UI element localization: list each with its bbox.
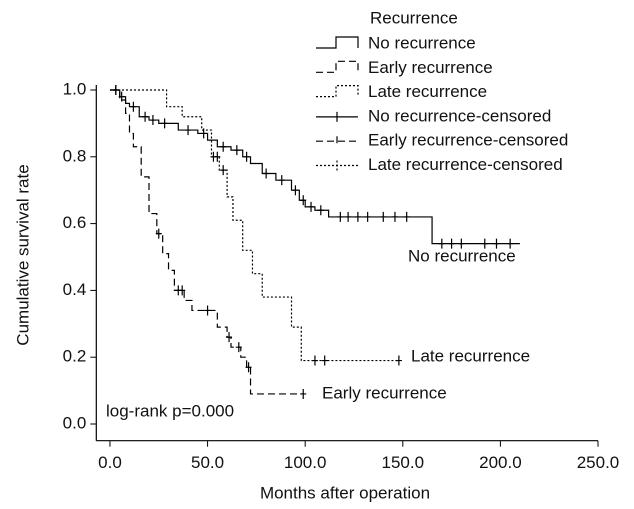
legend-label: Late recurrence xyxy=(368,82,487,101)
censor-mark xyxy=(395,355,402,366)
legend-label: Late recurrence-censored xyxy=(368,155,563,174)
x-tick-label: 100.0 xyxy=(284,453,327,472)
censor-mark xyxy=(149,115,156,126)
censor-mark xyxy=(300,388,307,399)
annotation: Late recurrence xyxy=(411,346,530,365)
censor-mark xyxy=(226,332,233,343)
censor-mark xyxy=(220,141,227,152)
censor-mark xyxy=(438,238,445,249)
censor-mark xyxy=(321,355,328,366)
censor-mark xyxy=(403,211,410,222)
censor-mark xyxy=(235,342,242,353)
censor-mark xyxy=(311,355,318,366)
censor-mark xyxy=(112,85,119,95)
y-tick-label: 0.2 xyxy=(63,347,87,366)
censor-mark xyxy=(493,238,500,249)
legend-swatch xyxy=(316,60,359,73)
annotation: log-rank p=0.000 xyxy=(106,401,234,420)
legend-swatch xyxy=(316,160,358,171)
censor-mark xyxy=(507,238,514,249)
censor-mark xyxy=(292,185,299,196)
y-axis-label: Cumulative survival rate xyxy=(13,164,32,345)
censor-mark xyxy=(300,195,307,206)
survival-curve xyxy=(109,89,304,395)
censor-mark xyxy=(243,151,250,162)
legend-swatch xyxy=(316,111,358,122)
annotation: No recurrence xyxy=(408,246,516,265)
censor-mark xyxy=(458,238,465,249)
censor-mark xyxy=(345,211,352,222)
x-axis-label: Months after operation xyxy=(260,483,430,502)
censor-mark xyxy=(220,165,227,176)
censor-mark xyxy=(118,91,125,102)
censor-mark xyxy=(380,211,387,222)
x-tick-label: 0.0 xyxy=(98,453,122,472)
censor-mark xyxy=(161,118,168,129)
censor-mark xyxy=(354,211,361,222)
censor-mark xyxy=(204,305,211,316)
censor-mark xyxy=(448,238,455,249)
censor-mark xyxy=(391,211,398,222)
annotation: Early recurrence xyxy=(322,383,447,402)
censor-mark xyxy=(337,211,344,222)
legend-title: Recurrence xyxy=(370,8,458,27)
censor-mark xyxy=(278,175,285,186)
censor-mark xyxy=(179,285,186,296)
censor-mark xyxy=(263,168,270,179)
legend-swatch xyxy=(316,136,358,147)
y-tick-label: 0.6 xyxy=(63,213,87,232)
x-tick-label: 150.0 xyxy=(382,453,425,472)
censor-mark xyxy=(185,125,192,136)
legend-swatch xyxy=(316,36,359,49)
y-tick-label: 0.4 xyxy=(63,280,87,299)
legend-swatch xyxy=(316,85,359,98)
x-tick-label: 50.0 xyxy=(191,453,224,472)
x-tick-label: 200.0 xyxy=(479,453,522,472)
censor-mark xyxy=(245,362,252,373)
y-tick-label: 1.0 xyxy=(63,79,87,98)
censor-mark xyxy=(214,151,221,162)
legend-label: Early recurrence xyxy=(368,58,493,77)
survival-curve xyxy=(109,89,520,245)
censor-mark xyxy=(200,128,207,139)
survival-curve xyxy=(109,89,399,362)
censor-mark xyxy=(142,111,149,122)
legend-label: No recurrence-censored xyxy=(368,106,551,125)
censor-mark xyxy=(481,238,488,249)
y-tick-label: 0.8 xyxy=(63,146,87,165)
y-tick-label: 0.0 xyxy=(63,413,87,432)
legend-label: Early recurrence-censored xyxy=(368,131,568,150)
legend-label: No recurrence xyxy=(368,33,476,52)
censor-mark xyxy=(364,211,371,222)
censor-mark xyxy=(155,228,162,239)
censor-mark xyxy=(308,201,315,212)
censor-mark xyxy=(317,205,324,216)
x-tick-label: 250.0 xyxy=(577,453,620,472)
censor-mark xyxy=(130,101,137,112)
censor-mark xyxy=(233,145,240,156)
